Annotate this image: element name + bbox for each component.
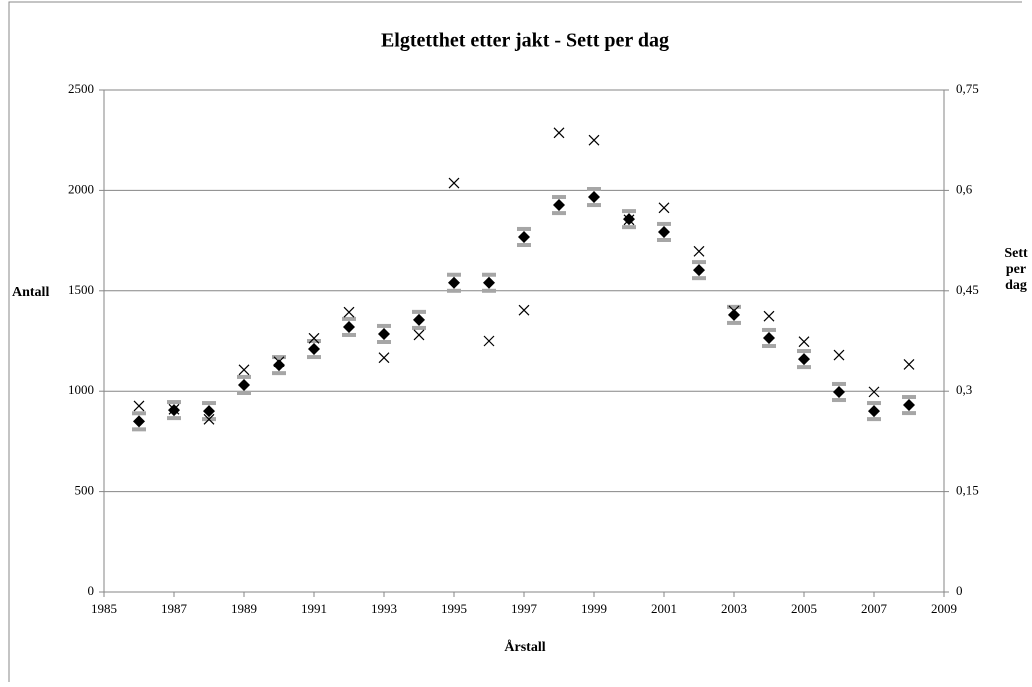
point (238, 378, 250, 391)
y2-tick-label: 0,3 (956, 382, 972, 397)
x-tick-label: 2003 (721, 601, 747, 616)
x-tick-label: 1993 (371, 601, 397, 616)
point (308, 332, 320, 344)
x-tick-label: 1995 (441, 601, 467, 616)
point (133, 415, 145, 428)
point (413, 313, 425, 326)
y-tick-label: 2000 (68, 181, 94, 196)
y2-tick-label: 0,45 (956, 282, 979, 297)
x-tick-label: 1987 (161, 601, 188, 616)
point (238, 364, 250, 376)
point (868, 405, 880, 418)
y-tick-label: 1500 (68, 282, 94, 297)
point (903, 399, 915, 412)
point (763, 310, 775, 322)
point (378, 327, 390, 340)
y2-axis-label: Sett per dag (1004, 246, 1028, 293)
x-tick-label: 2009 (931, 601, 957, 616)
y-tick-label: 2500 (68, 81, 94, 96)
point (448, 276, 460, 289)
point (798, 353, 810, 366)
x-tick-label: 1989 (231, 601, 257, 616)
point (553, 199, 565, 212)
point (833, 386, 845, 399)
point (413, 329, 425, 341)
point (203, 405, 215, 418)
point (728, 308, 740, 321)
point (273, 356, 285, 368)
x-tick-label: 1999 (581, 601, 607, 616)
y-axis-label: Antall (12, 285, 49, 300)
chart-title: Elgtetthet etter jakt - Sett per dag (381, 30, 669, 52)
point (693, 264, 705, 277)
x-tick-label: 1985 (91, 601, 117, 616)
y-tick-label: 500 (75, 483, 95, 498)
point (658, 225, 670, 238)
point (833, 349, 845, 361)
x-tick-label: 1997 (511, 601, 538, 616)
x-tick-label: 1991 (301, 601, 327, 616)
point (658, 202, 670, 214)
point (553, 127, 565, 139)
point (483, 276, 495, 289)
point (728, 305, 740, 317)
point (518, 304, 530, 316)
point (308, 343, 320, 356)
x-tick-label: 2001 (651, 601, 677, 616)
point (343, 306, 355, 318)
y-tick-label: 1000 (68, 382, 94, 397)
y2-tick-label: 0,6 (956, 181, 973, 196)
point (483, 335, 495, 347)
point (273, 359, 285, 372)
point (763, 331, 775, 344)
point (798, 336, 810, 348)
point (518, 230, 530, 243)
point (868, 386, 880, 398)
point (903, 359, 915, 370)
point (343, 320, 355, 333)
x-tick-label: 2005 (791, 601, 817, 616)
y2-tick-label: 0,75 (956, 81, 979, 96)
point (588, 191, 600, 204)
point (133, 400, 145, 412)
y2-tick-label: 0,15 (956, 483, 979, 498)
y2-tick-label: 0 (956, 583, 963, 598)
y-tick-label: 0 (88, 583, 95, 598)
point (693, 245, 705, 257)
point (623, 214, 635, 226)
x-axis-label: Årstall (504, 639, 545, 655)
chart-frame (8, 1, 1022, 682)
point (168, 403, 180, 415)
x-tick-label: 2007 (861, 601, 888, 616)
point (588, 134, 600, 146)
point (378, 352, 390, 364)
point (203, 413, 215, 425)
point (448, 177, 460, 189)
